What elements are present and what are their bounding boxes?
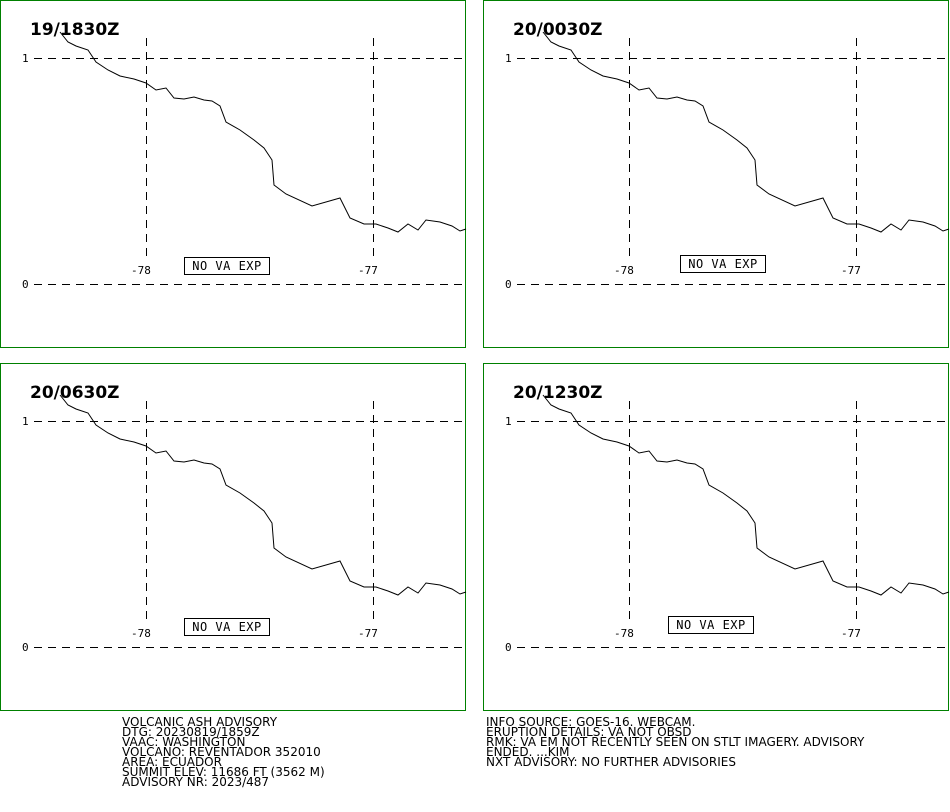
lat-label-1: 1	[22, 52, 29, 65]
lat-label-0: 0	[22, 278, 29, 291]
advisory-header-block: VOLCANIC ASH ADVISORY DTG: 20230819/1859…	[122, 715, 325, 789]
advisory-volcano: VOLCANO: REVENTADOR 352010	[122, 745, 321, 759]
lon-label-77: -77	[841, 627, 861, 640]
coastline	[542, 31, 950, 233]
advisory-summit-elev: SUMMIT ELEV: 11686 FT (3562 M)	[122, 765, 325, 779]
lon-label-78: -78	[131, 627, 151, 640]
status-box	[668, 616, 754, 634]
lat-label-1: 1	[505, 415, 512, 428]
coastline	[542, 394, 950, 596]
map-panel-svg: 20/0030Z 1 0 -78 -77 NO VA EXP	[483, 0, 950, 348]
graticule	[34, 38, 466, 285]
status-label: NO VA EXP	[192, 259, 262, 273]
advisory-details-block: INFO SOURCE: GOES-16. WEBCAM. ERUPTION D…	[486, 715, 865, 769]
advisory-area: AREA: ECUADOR	[122, 755, 222, 769]
graticule	[34, 401, 466, 648]
panel-title: 20/0030Z	[513, 20, 603, 40]
map-panel-20-1230z: 20/1230Z 1 0 -78 -77 NO VA EXP	[483, 363, 950, 712]
panel-border	[0, 363, 466, 711]
panel-border	[483, 0, 949, 348]
lat-label-1: 1	[505, 52, 512, 65]
panel-border	[483, 363, 949, 711]
remarks-line-1: RMK: VA EM NOT RECENTLY SEEN ON STLT IMA…	[486, 735, 865, 749]
lat-label-1: 1	[22, 415, 29, 428]
status-label: NO VA EXP	[688, 257, 758, 271]
advisory-type: VOLCANIC ASH ADVISORY	[122, 715, 278, 729]
coastline	[59, 31, 467, 233]
remarks-line-2: ENDED. ...KIM	[486, 745, 570, 759]
next-advisory: NXT ADVISORY: NO FURTHER ADVISORIES	[486, 755, 736, 769]
status-box	[680, 255, 766, 273]
lon-label-77: -77	[841, 264, 861, 277]
lat-label-0: 0	[505, 641, 512, 654]
status-label: NO VA EXP	[676, 618, 746, 632]
lon-label-77: -77	[358, 264, 378, 277]
lon-label-78: -78	[131, 264, 151, 277]
map-panel-svg: 19/1830Z 1 0 -78 -77 NO VA EXP	[0, 0, 467, 348]
graticule	[517, 38, 949, 285]
panel-title: 19/1830Z	[30, 20, 120, 40]
info-source: INFO SOURCE: GOES-16. WEBCAM.	[486, 715, 696, 729]
eruption-details: ERUPTION DETAILS: VA NOT OBSD	[486, 725, 692, 739]
lat-label-0: 0	[505, 278, 512, 291]
lon-label-78: -78	[614, 264, 634, 277]
lon-label-77: -77	[358, 627, 378, 640]
panel-title: 20/0630Z	[30, 383, 120, 403]
map-panel-20-0030z: 20/0030Z 1 0 -78 -77 NO VA EXP	[483, 0, 950, 349]
map-panel-svg: 20/1230Z 1 0 -78 -77 NO VA EXP	[483, 363, 950, 711]
graticule	[517, 401, 949, 648]
status-box	[184, 257, 270, 275]
advisory-vaac: VAAC: WASHINGTON	[122, 735, 246, 749]
panel-title: 20/1230Z	[513, 383, 603, 403]
coastline	[59, 394, 467, 596]
lon-label-78: -78	[614, 627, 634, 640]
panel-border	[0, 0, 466, 348]
advisory-dtg: DTG: 20230819/1859Z	[122, 725, 260, 739]
map-panel-20-0630z: 20/0630Z 1 0 -78 -77 NO VA EXP	[0, 363, 467, 712]
map-panel-svg: 20/0630Z 1 0 -78 -77 NO VA EXP	[0, 363, 467, 711]
status-label: NO VA EXP	[192, 620, 262, 634]
map-panel-19-1830z: 19/1830Z 1 0 -78 -77 NO VA EXP	[0, 0, 467, 349]
status-box	[184, 618, 270, 636]
lat-label-0: 0	[22, 641, 29, 654]
advisory-number: ADVISORY NR: 2023/487	[122, 775, 270, 789]
